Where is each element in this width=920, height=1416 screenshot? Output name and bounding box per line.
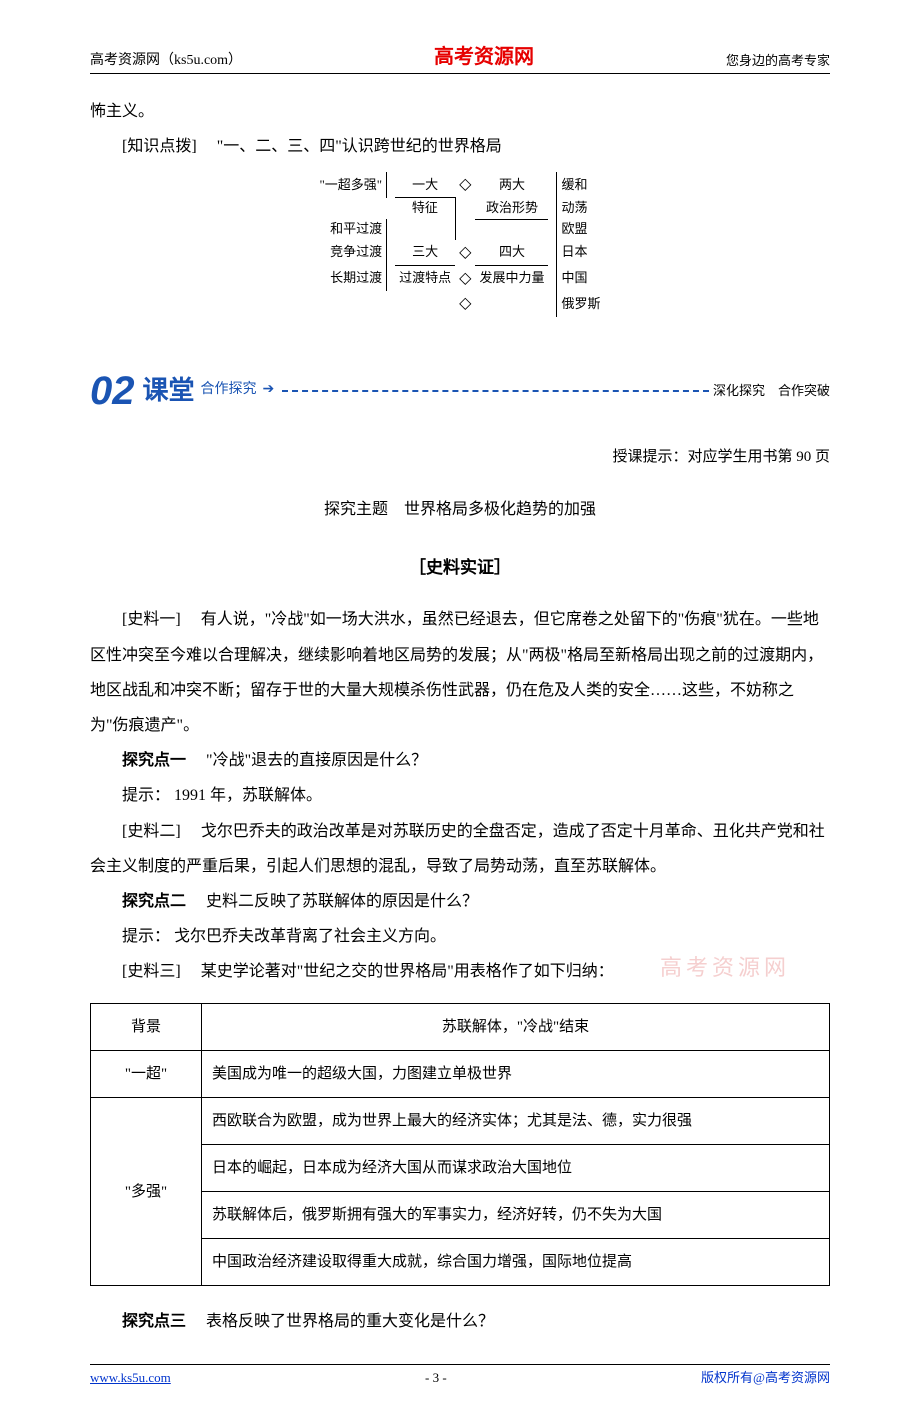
question-1: 探究点一 "冷战"退去的直接原因是什么？ [90,743,830,778]
header-left: 高考资源网（ks5u.com） [90,49,242,69]
diag-c-top1: 一大 [395,172,455,198]
table-cell: 西欧联合为欧盟，成为世界上最大的经济实体；尤其是法、德，实力很强 [202,1098,830,1145]
concept-diagram: "一超多强" 一大 ◇ 两大 缓和 特征 政治形势 [90,172,830,316]
diag-r5: 中国 [557,266,605,292]
node-dot: ◇ [455,240,475,266]
answer-1-text: 1991 年，苏联解体。 [174,787,322,804]
source-3-label: [史料三] [122,963,181,980]
page-footer: www.ks5u.com - 3 - 版权所有@高考资源网 [90,1364,830,1386]
source-1-label: [史料一] [122,611,181,628]
table-row: "多强" 西欧联合为欧盟，成为世界上最大的经济实体；尤其是法、德，实力很强 [91,1098,830,1145]
diag-l-mid1: 和平过渡 [316,219,387,240]
source-3: [史料三] 某史学论著对"世纪之交的世界格局"用表格作了如下归纳： [90,954,830,989]
table-row: 苏联解体后，俄罗斯拥有强大的军事实力，经济好转，仍不失为大国 [91,1192,830,1239]
table-row: 背景 苏联解体，"冷战"结束 [91,1004,830,1051]
source-2-label: [史料二] [122,823,181,840]
diag-r-mid2: 发展中力量 [475,266,548,292]
table-cell: 日本的崛起，日本成为经济大国从而谋求政治大国地位 [202,1145,830,1192]
section-02-tail: 深化探究 合作突破 [713,377,830,406]
diag-r2: 动荡 [557,198,605,219]
page-hint: 授课提示：对应学生用书第 90 页 [90,441,830,474]
topic-title: 探究主题 世界格局多极化趋势的加强 [90,492,830,527]
source-1-text: 有人说，"冷战"如一场大洪水，虽然已经退去，但它席卷之处留下的"伤痕"犹在。一些… [90,611,823,734]
header-center-logo: 高考资源网 [434,40,534,69]
answer-1: 提示： 1991 年，苏联解体。 [90,778,830,813]
section-02-number: 02 [90,347,135,435]
node-dot: ◇ [455,172,475,198]
fragment-text: 怖主义。 [90,94,830,129]
source-2: [史料二] 戈尔巴乔夫的政治改革是对苏联历史的全盘否定，造成了否定十月革命、丑化… [90,814,830,884]
diag-c-mid2: 过渡特点 [395,266,455,292]
question-3: 探究点三 表格反映了世界格局的重大变化是什么？ [90,1304,830,1339]
table-cell: 美国成为唯一的超级大国，力图建立单极世界 [202,1051,830,1098]
header-right: 您身边的高考专家 [726,50,830,69]
evidence-heading: ［史料实证］ [90,549,830,586]
footer-page-number: - 3 - [171,1370,701,1386]
node-dot: ◇ [455,291,475,317]
answer-2-label: 提示： [122,928,170,945]
question-2-label: 探究点二 [122,893,186,910]
question-2-text: 史料二反映了苏联解体的原因是什么？ [206,893,478,910]
table-row: 中国政治经济建设取得重大成就，综合国力增强，国际地位提高 [91,1239,830,1286]
section-divider [282,389,709,392]
question-1-label: 探究点一 [122,752,186,769]
tip-text: "一、二、三、四"认识跨世纪的世界格局 [217,138,502,155]
diag-c-top2: 特征 [395,198,455,219]
table-cell: 中国政治经济建设取得重大成就，综合国力增强，国际地位提高 [202,1239,830,1286]
source-1: [史料一] 有人说，"冷战"如一场大洪水，虽然已经退去，但它席卷之处留下的"伤痕… [90,602,830,743]
table-cell: 苏联解体，"冷战"结束 [202,1004,830,1051]
table-row: "一超" 美国成为唯一的超级大国，力图建立单极世界 [91,1051,830,1098]
source-2-text: 戈尔巴乔夫的政治改革是对苏联历史的全盘否定，造成了否定十月革命、丑化共产党和社会… [90,823,825,875]
table-cell: "一超" [91,1051,202,1098]
table-cell: 苏联解体后，俄罗斯拥有强大的军事实力，经济好转，仍不失为大国 [202,1192,830,1239]
page-header: 高考资源网（ks5u.com） 高考资源网 您身边的高考专家 [90,40,830,74]
section-02-heading: 02 课堂 合作探究 ➔ 深化探究 合作突破 [90,347,830,435]
question-1-text: "冷战"退去的直接原因是什么？ [206,752,427,769]
diag-left-top: "一超多强" [316,172,387,198]
source-3-text: 某史学论著对"世纪之交的世界格局"用表格作了如下归纳： [201,963,614,980]
diag-r4: 日本 [557,240,605,266]
tip-line: [知识点拨] "一、二、三、四"认识跨世纪的世界格局 [90,129,830,164]
diag-c-mid1: 三大 [395,240,455,266]
section-02-title: 课堂 [143,362,195,419]
diag-l-mid2: 竞争过渡 [316,240,387,266]
diag-r-top1: 两大 [475,172,548,198]
table-cell: 背景 [91,1004,202,1051]
diag-r-top2: 政治形势 [475,198,548,219]
summary-table: 背景 苏联解体，"冷战"结束 "一超" 美国成为唯一的超级大国，力图建立单极世界… [90,1003,830,1286]
table-row: 日本的崛起，日本成为经济大国从而谋求政治大国地位 [91,1145,830,1192]
table-cell: "多强" [91,1098,202,1286]
diag-r3: 欧盟 [557,219,605,240]
node-dot: ◇ [455,266,475,292]
answer-2-text: 戈尔巴乔夫改革背离了社会主义方向。 [174,928,446,945]
footer-copyright: 版权所有@高考资源网 [701,1367,830,1386]
main-content: 怖主义。 [知识点拨] "一、二、三、四"认识跨世纪的世界格局 "一超多强" 一… [90,94,830,1340]
section-02-sub: 合作探究 [201,375,257,406]
question-3-text: 表格反映了世界格局的重大变化是什么？ [206,1313,494,1330]
question-2: 探究点二 史料二反映了苏联解体的原因是什么？ [90,884,830,919]
answer-1-label: 提示： [122,787,170,804]
question-3-label: 探究点三 [122,1313,186,1330]
diag-r6: 俄罗斯 [557,291,605,317]
tip-label: [知识点拨] [122,138,197,155]
footer-url[interactable]: www.ks5u.com [90,1370,171,1386]
answer-2: 提示： 戈尔巴乔夫改革背离了社会主义方向。 [90,919,830,954]
diag-l-mid3: 长期过渡 [316,266,387,292]
diag-r1: 缓和 [557,172,605,198]
watermark-wrap: 高考资源网 [史料三] 某史学论著对"世纪之交的世界格局"用表格作了如下归纳： [90,954,830,989]
diag-r-mid1: 四大 [475,240,548,266]
arrow-icon: ➔ [263,375,275,406]
